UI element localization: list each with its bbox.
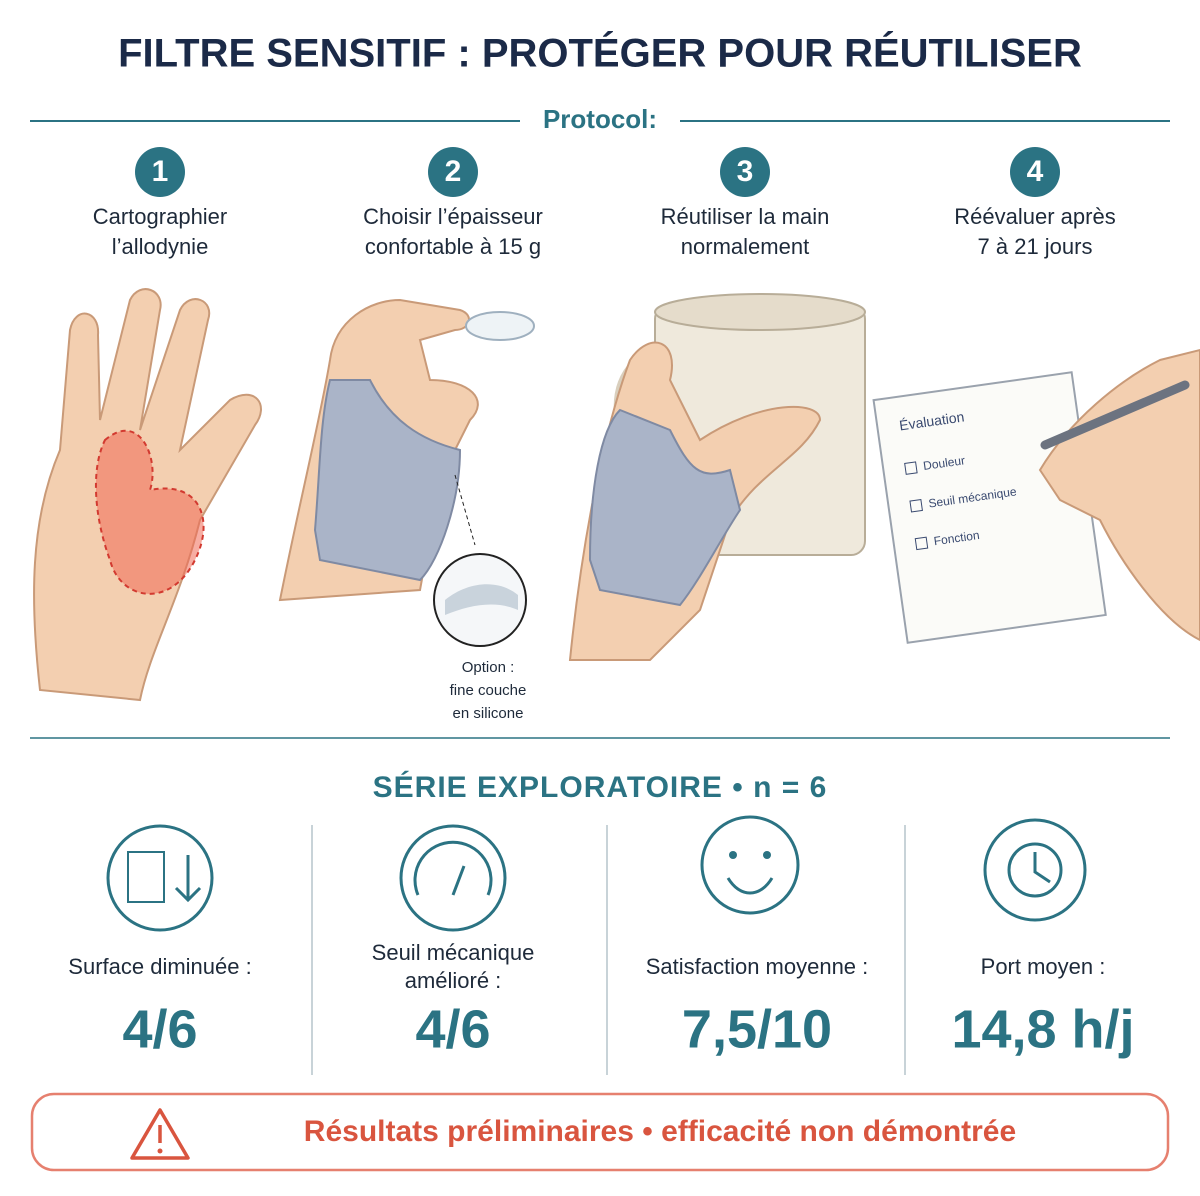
option-text: Option : <box>462 659 515 676</box>
step-number: 4 <box>1027 155 1044 188</box>
checkbox <box>909 498 923 513</box>
checkbox <box>904 461 918 475</box>
title: FILTRE SENSITIF : PROTÉGER POUR RÉUTILIS… <box>118 31 1082 76</box>
warning-text: Résultats préliminaires • efficacité non… <box>304 1115 1016 1148</box>
step-label: Réévaluer après <box>954 204 1115 229</box>
stat-label: Seuil mécanique <box>372 940 535 965</box>
steps: 1 Cartographier l’allodynie 2 Choisir l’épai… <box>93 147 1116 259</box>
step-label: Cartographier <box>93 204 228 229</box>
glove <box>588 408 742 607</box>
eye <box>729 851 737 859</box>
stat-value: 4/6 <box>415 999 490 1059</box>
step-badge <box>135 147 185 197</box>
hand <box>1038 348 1200 642</box>
step-badge <box>1010 147 1060 197</box>
icon-circle <box>106 824 214 932</box>
stat-label: Satisfaction moyenne : <box>646 954 869 979</box>
step-number: 1 <box>152 155 169 188</box>
step-label: normalement <box>681 234 809 259</box>
stats: Surface diminuée : 4/6 Seuil mécanique amél… <box>68 940 1134 1059</box>
silicone-pad <box>465 311 535 341</box>
step-label: l’allodynie <box>112 234 209 259</box>
step-label: 7 à 21 jours <box>978 234 1093 259</box>
layer <box>445 584 518 615</box>
clock-icon <box>1007 842 1063 898</box>
warning-icon <box>130 1108 190 1160</box>
step-number: 2 <box>445 155 462 188</box>
step-badge <box>428 147 478 197</box>
warning-box <box>30 1092 1170 1172</box>
stat-icons <box>106 815 1087 932</box>
option-note: Option : fine couche en silicone <box>450 659 527 722</box>
step-label: Réutiliser la main <box>661 204 830 229</box>
stat-value: 7,5/10 <box>682 999 832 1059</box>
step-badge <box>720 147 770 197</box>
pen <box>1040 380 1190 450</box>
results-title: SÉRIE EXPLORATOIRE • n = 6 <box>373 770 828 804</box>
stat-label: amélioré : <box>405 968 502 993</box>
checklist-item: Douleur <box>922 453 966 473</box>
warning-icon <box>157 1148 163 1154</box>
step-number: 3 <box>737 155 754 188</box>
stat-label: Surface diminuée : <box>68 954 251 979</box>
allodynia-area <box>94 429 205 595</box>
grid-icon <box>127 851 165 903</box>
icon-circle <box>983 818 1087 922</box>
glove <box>313 379 462 582</box>
mug-rim <box>654 293 866 331</box>
arrow-icon <box>174 855 202 903</box>
icon-circle <box>399 824 507 932</box>
checkbox <box>914 536 929 551</box>
clock-hands <box>1033 852 1051 884</box>
separators <box>311 825 906 1075</box>
notepad-page <box>872 371 1107 644</box>
leader-line <box>454 474 476 546</box>
subtitle: Protocol: <box>543 104 657 134</box>
stat-label: Port moyen : <box>981 954 1106 979</box>
option-text: fine couche <box>450 682 527 699</box>
option-text: en silicone <box>453 705 524 722</box>
smile-icon <box>726 877 774 895</box>
step-label: confortable à 15 g <box>365 234 541 259</box>
gauge-icon <box>413 840 493 896</box>
icon-circle <box>700 815 800 915</box>
stat-value: 14,8 h/j <box>951 999 1134 1059</box>
eye <box>763 851 771 859</box>
stat-value: 4/6 <box>122 999 197 1059</box>
checklist-item: Fonction <box>933 528 981 548</box>
step-label: Choisir l’épaisseur <box>363 204 543 229</box>
